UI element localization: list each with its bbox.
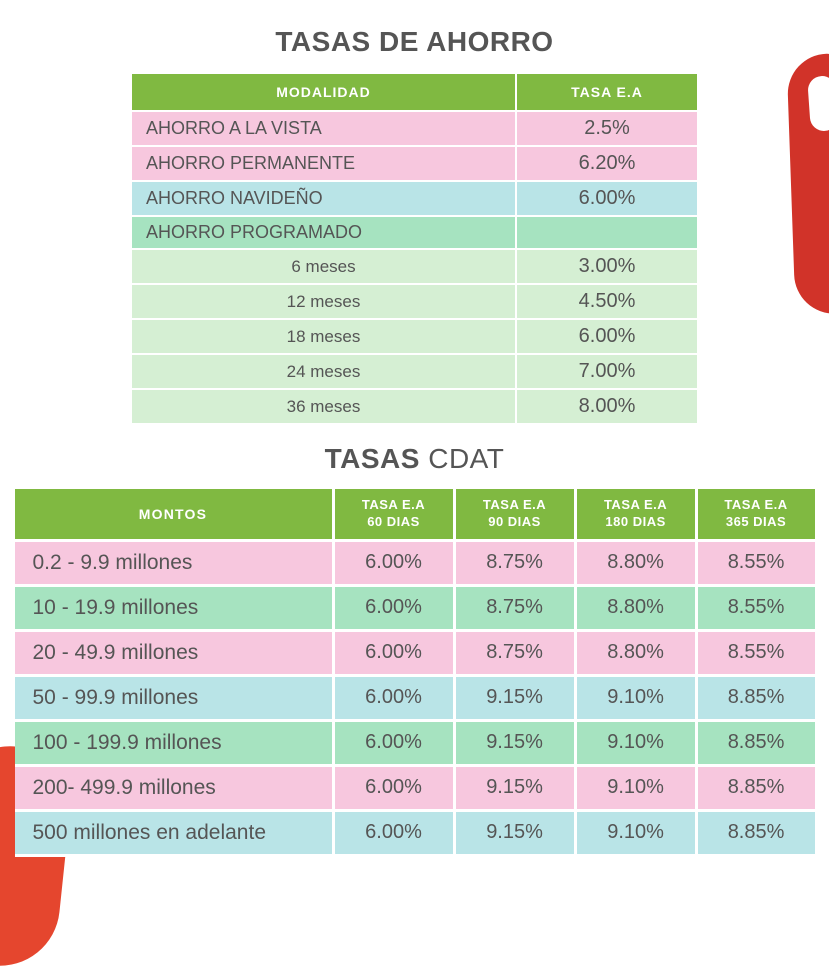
cell-90: 9.15% xyxy=(456,722,577,767)
cell-modalidad: 36 meses xyxy=(132,390,517,425)
cell-tasa: 4.50% xyxy=(517,285,697,320)
title-ahorro: TASAS DE AHORRO xyxy=(0,26,829,58)
title-cdat: TASAS CDAT xyxy=(0,443,829,475)
cell-180: 8.80% xyxy=(577,587,698,632)
cell-modalidad: 6 meses xyxy=(132,250,517,285)
header-90dias: TASA E.A90 DIAS xyxy=(456,489,577,542)
cell-90: 9.15% xyxy=(456,677,577,722)
cell-90: 9.15% xyxy=(456,812,577,857)
cell-tasa: 7.00% xyxy=(517,355,697,390)
cell-tasa: 6.20% xyxy=(517,147,697,182)
cell-tasa: 6.00% xyxy=(517,182,697,217)
cell-tasa: 6.00% xyxy=(517,320,697,355)
cell-180: 9.10% xyxy=(577,722,698,767)
cell-365: 8.85% xyxy=(698,677,815,722)
table-row: AHORRO PERMANENTE6.20% xyxy=(132,147,697,182)
cell-monto: 100 - 199.9 millones xyxy=(15,722,335,767)
cell-monto: 20 - 49.9 millones xyxy=(15,632,335,677)
cell-180: 9.10% xyxy=(577,812,698,857)
cell-modalidad: AHORRO PROGRAMADO xyxy=(132,217,517,250)
table-row: 10 - 19.9 millones6.00%8.75%8.80%8.55% xyxy=(15,587,815,632)
cell-modalidad: AHORRO A LA VISTA xyxy=(132,112,517,147)
cell-modalidad: 18 meses xyxy=(132,320,517,355)
table-row: 12 meses4.50% xyxy=(132,285,697,320)
title-cdat-bold: TASAS xyxy=(325,443,420,474)
table-row: AHORRO A LA VISTA2.5% xyxy=(132,112,697,147)
header-60dias: TASA E.A60 DIAS xyxy=(335,489,456,542)
table-row: 24 meses7.00% xyxy=(132,355,697,390)
cell-90: 9.15% xyxy=(456,767,577,812)
cell-monto: 50 - 99.9 millones xyxy=(15,677,335,722)
table-row: 500 millones en adelante6.00%9.15%9.10%8… xyxy=(15,812,815,857)
cell-tasa: 3.00% xyxy=(517,250,697,285)
table-row: 36 meses8.00% xyxy=(132,390,697,425)
cell-180: 8.80% xyxy=(577,632,698,677)
cell-365: 8.55% xyxy=(698,587,815,632)
cell-monto: 0.2 - 9.9 millones xyxy=(15,542,335,587)
title-cdat-light: CDAT xyxy=(420,443,504,474)
cell-365: 8.55% xyxy=(698,632,815,677)
cell-60: 6.00% xyxy=(335,677,456,722)
cell-modalidad: 12 meses xyxy=(132,285,517,320)
cell-modalidad: AHORRO NAVIDEÑO xyxy=(132,182,517,217)
table-row: AHORRO PROGRAMADO xyxy=(132,217,697,250)
ahorro-table: MODALIDAD TASA E.A AHORRO A LA VISTA2.5%… xyxy=(132,74,697,425)
cell-tasa xyxy=(517,217,697,250)
table-row: 50 - 99.9 millones6.00%9.15%9.10%8.85% xyxy=(15,677,815,722)
header-modalidad: MODALIDAD xyxy=(132,74,517,112)
header-365dias: TASA E.A365 DIAS xyxy=(698,489,815,542)
cell-monto: 200- 499.9 millones xyxy=(15,767,335,812)
cell-60: 6.00% xyxy=(335,542,456,587)
cell-90: 8.75% xyxy=(456,587,577,632)
table-row: 20 - 49.9 millones6.00%8.75%8.80%8.55% xyxy=(15,632,815,677)
cell-365: 8.85% xyxy=(698,812,815,857)
cell-tasa: 2.5% xyxy=(517,112,697,147)
cell-modalidad: AHORRO PERMANENTE xyxy=(132,147,517,182)
table-row: 100 - 199.9 millones6.00%9.15%9.10%8.85% xyxy=(15,722,815,767)
cell-90: 8.75% xyxy=(456,542,577,587)
cell-180: 9.10% xyxy=(577,767,698,812)
header-montos: MONTOS xyxy=(15,489,335,542)
header-tasa: TASA E.A xyxy=(517,74,697,112)
table-header-row: MONTOS TASA E.A60 DIAS TASA E.A90 DIAS T… xyxy=(15,489,815,542)
cell-60: 6.00% xyxy=(335,812,456,857)
table-row: 200- 499.9 millones6.00%9.15%9.10%8.85% xyxy=(15,767,815,812)
cell-60: 6.00% xyxy=(335,632,456,677)
cell-monto: 500 millones en adelante xyxy=(15,812,335,857)
cell-monto: 10 - 19.9 millones xyxy=(15,587,335,632)
cell-modalidad: 24 meses xyxy=(132,355,517,390)
cdat-table: MONTOS TASA E.A60 DIAS TASA E.A90 DIAS T… xyxy=(15,489,815,857)
table-row: AHORRO NAVIDEÑO6.00% xyxy=(132,182,697,217)
cell-365: 8.85% xyxy=(698,722,815,767)
cell-365: 8.85% xyxy=(698,767,815,812)
table-row: 18 meses6.00% xyxy=(132,320,697,355)
cell-60: 6.00% xyxy=(335,587,456,632)
header-180dias: TASA E.A180 DIAS xyxy=(577,489,698,542)
cell-90: 8.75% xyxy=(456,632,577,677)
table-row: 6 meses3.00% xyxy=(132,250,697,285)
table-header-row: MODALIDAD TASA E.A xyxy=(132,74,697,112)
cell-60: 6.00% xyxy=(335,767,456,812)
cell-180: 8.80% xyxy=(577,542,698,587)
cell-60: 6.00% xyxy=(335,722,456,767)
cell-365: 8.55% xyxy=(698,542,815,587)
table-row: 0.2 - 9.9 millones6.00%8.75%8.80%8.55% xyxy=(15,542,815,587)
cell-tasa: 8.00% xyxy=(517,390,697,425)
cell-180: 9.10% xyxy=(577,677,698,722)
